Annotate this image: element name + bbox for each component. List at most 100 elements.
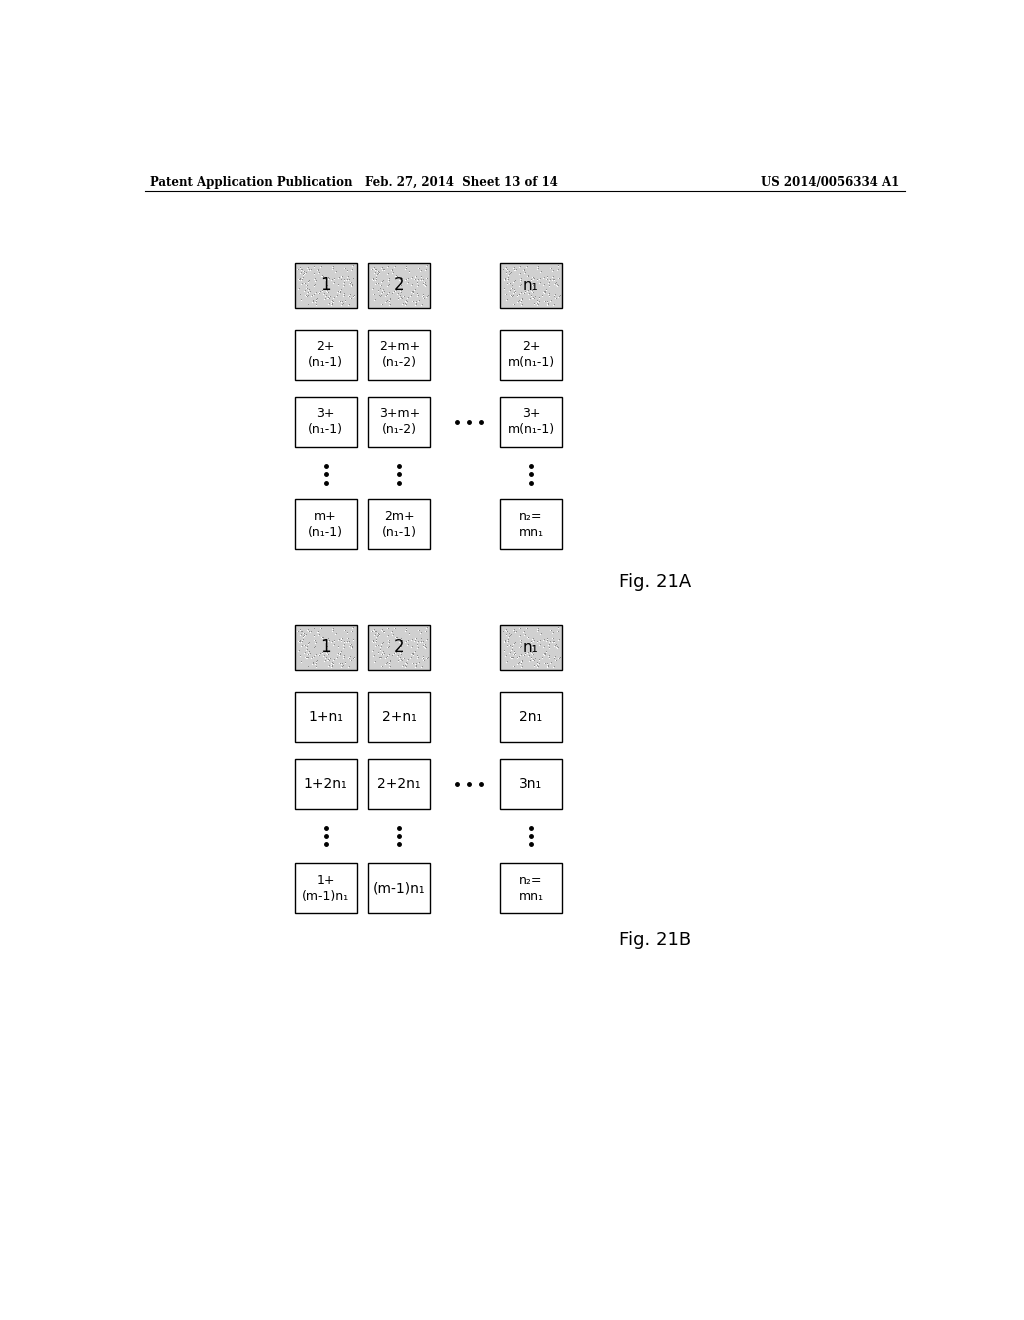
Point xyxy=(529,292,546,313)
Point xyxy=(547,273,563,294)
Point xyxy=(498,263,514,284)
Point xyxy=(406,279,422,300)
Point xyxy=(383,282,399,304)
Point xyxy=(404,290,421,312)
Point xyxy=(365,268,381,289)
Point xyxy=(367,651,383,672)
Point xyxy=(313,627,330,648)
Point xyxy=(498,619,514,640)
Point xyxy=(326,634,342,655)
Point xyxy=(303,647,319,668)
Point xyxy=(298,284,314,305)
Point xyxy=(503,623,519,644)
Point xyxy=(301,259,317,280)
Point xyxy=(384,624,400,645)
Point xyxy=(336,282,352,304)
Point xyxy=(372,648,388,669)
Point xyxy=(319,643,336,664)
Point xyxy=(324,294,340,315)
Point xyxy=(496,620,512,642)
Point xyxy=(298,636,314,657)
Point xyxy=(382,289,398,310)
Point xyxy=(401,260,418,281)
Point xyxy=(293,620,309,642)
Point xyxy=(383,644,399,665)
Point xyxy=(508,259,524,280)
Point xyxy=(367,636,383,657)
Point xyxy=(506,620,522,642)
Point xyxy=(507,281,523,302)
Point xyxy=(321,293,337,314)
Point xyxy=(365,269,381,290)
Point xyxy=(377,653,393,675)
Point xyxy=(290,631,306,652)
Point xyxy=(294,630,310,651)
Point xyxy=(419,647,435,668)
Point xyxy=(391,280,408,301)
Point xyxy=(335,645,351,667)
Point xyxy=(335,638,351,659)
Point xyxy=(506,643,522,664)
Point xyxy=(335,635,351,656)
Text: 2+
m(n₁-1): 2+ m(n₁-1) xyxy=(508,341,555,370)
Point xyxy=(417,259,433,280)
Point xyxy=(540,655,556,676)
Point xyxy=(314,627,331,648)
Point xyxy=(299,644,315,665)
Point xyxy=(370,273,386,294)
Point xyxy=(379,284,395,305)
Point xyxy=(374,642,390,663)
Point xyxy=(368,620,384,642)
Point xyxy=(498,289,514,310)
Point xyxy=(368,259,384,280)
Point xyxy=(499,623,515,644)
Point xyxy=(373,636,389,657)
Point xyxy=(368,626,384,647)
Point xyxy=(504,636,520,657)
Point xyxy=(415,273,431,294)
Point xyxy=(550,620,566,642)
Point xyxy=(419,628,435,649)
Point xyxy=(313,643,330,664)
Point xyxy=(383,622,399,643)
Point xyxy=(398,286,415,308)
Point xyxy=(298,261,314,282)
Point xyxy=(343,638,359,659)
Point xyxy=(404,280,421,301)
Point xyxy=(346,284,362,305)
Point xyxy=(379,645,395,667)
Point xyxy=(396,631,413,652)
Point xyxy=(369,267,385,288)
Point xyxy=(381,281,397,302)
Point xyxy=(301,640,317,661)
Point xyxy=(319,288,336,309)
Point xyxy=(374,271,390,292)
Point xyxy=(404,643,421,664)
Point xyxy=(515,260,531,281)
Point xyxy=(373,634,389,655)
Point xyxy=(546,648,562,669)
Point xyxy=(414,648,430,669)
Point xyxy=(336,257,352,279)
Point xyxy=(512,282,528,304)
Point xyxy=(509,647,525,668)
Point xyxy=(539,267,555,288)
Point xyxy=(374,281,390,302)
Text: 2n₁: 2n₁ xyxy=(519,710,543,723)
Point xyxy=(373,282,389,304)
FancyBboxPatch shape xyxy=(500,626,562,669)
Point xyxy=(372,286,388,308)
Point xyxy=(303,292,319,313)
Point xyxy=(321,286,337,308)
Point xyxy=(372,275,388,296)
Point xyxy=(418,286,434,308)
Point xyxy=(409,293,425,314)
Point xyxy=(326,272,342,293)
Point xyxy=(401,647,418,668)
Point xyxy=(524,636,541,657)
Point xyxy=(540,293,556,314)
Point xyxy=(342,284,358,305)
Point xyxy=(398,257,415,279)
Point xyxy=(506,642,522,663)
Point xyxy=(539,294,555,315)
